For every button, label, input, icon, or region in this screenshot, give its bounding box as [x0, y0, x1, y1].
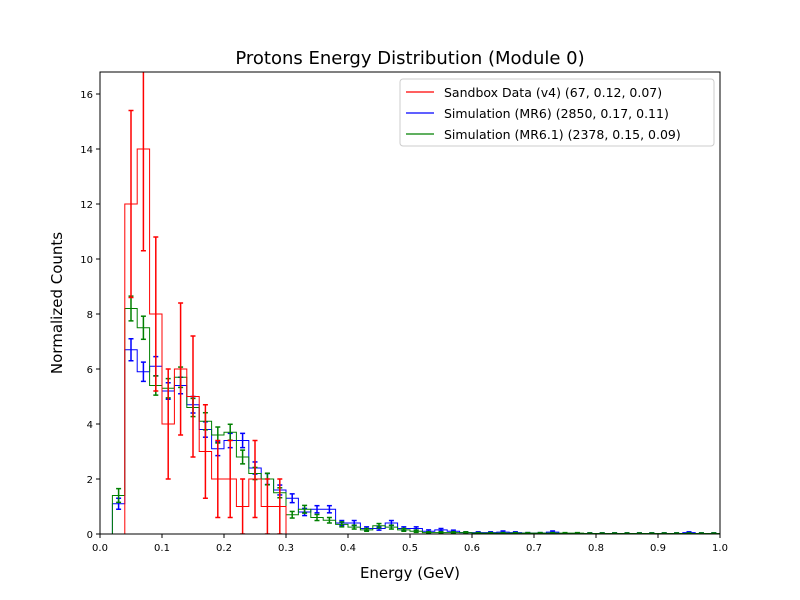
- x-tick-label: 0.3: [278, 543, 294, 554]
- x-tick-label: 0.9: [650, 543, 666, 554]
- x-tick-label: 0.1: [154, 543, 170, 554]
- y-tick-label: 12: [80, 200, 93, 211]
- x-tick-label: 0.4: [340, 543, 356, 554]
- y-tick-label: 2: [87, 475, 93, 486]
- histogram-step-line: [124, 148, 299, 534]
- y-tick-label: 8: [87, 310, 93, 321]
- y-axis: 0 2 4 6 8 10 12 14 16: [80, 90, 100, 541]
- y-axis-label: Normalized Counts: [48, 232, 66, 374]
- y-tick-label: 14: [80, 145, 93, 156]
- y-tick-label: 16: [80, 90, 93, 101]
- x-tick-label: 0.2: [216, 543, 232, 554]
- chart-title: Protons Energy Distribution (Module 0): [235, 48, 584, 69]
- legend-box: [399, 78, 715, 147]
- series-layer: [111, 72, 720, 534]
- x-tick-label: 0.0: [92, 543, 108, 554]
- plot-area: [111, 72, 720, 534]
- y-tick-label: 6: [87, 365, 93, 376]
- legend: Sandbox Data (v4) (67, 0.12, 0.07) Simula…: [399, 78, 715, 147]
- y-tick-label: 0: [87, 530, 93, 541]
- series-0: [124, 72, 299, 534]
- x-tick-label: 0.8: [588, 543, 604, 554]
- x-tick-label: 0.7: [526, 543, 542, 554]
- legend-entry-label: Sandbox Data (v4) (67, 0.12, 0.07): [444, 85, 662, 100]
- x-axis: 0.0 0.1 0.2 0.3 0.4 0.5 0.6 0.7 0.8 0.9 1.0: [92, 534, 728, 554]
- y-tick-label: 4: [87, 420, 93, 431]
- legend-entry-label: Simulation (MR6.1) (2378, 0.15, 0.09): [444, 127, 681, 142]
- x-tick-label: 0.6: [464, 543, 480, 554]
- x-axis-label: Energy (GeV): [360, 564, 460, 582]
- histogram-step-line: [111, 308, 720, 534]
- legend-entry-label: Simulation (MR6) (2850, 0.17, 0.11): [444, 106, 669, 121]
- x-tick-label: 0.5: [402, 543, 418, 554]
- y-tick-label: 10: [80, 255, 93, 266]
- x-tick-label: 1.0: [712, 543, 728, 554]
